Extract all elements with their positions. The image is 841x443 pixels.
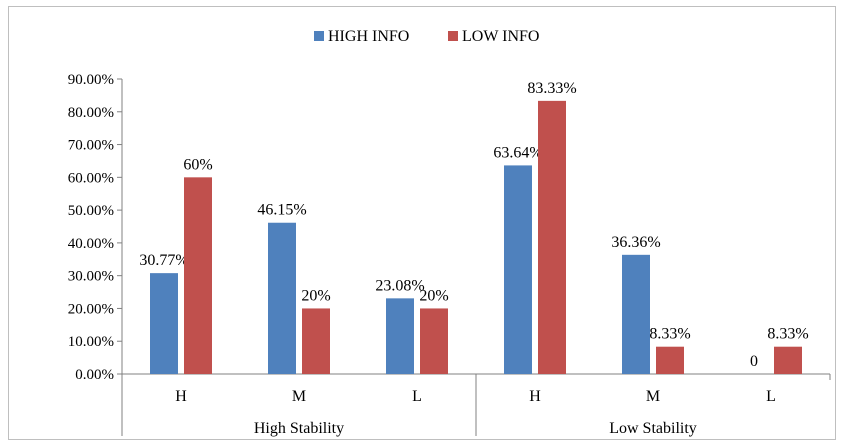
data-label: 36.36% — [611, 234, 660, 251]
x-category-label: L — [766, 388, 776, 405]
data-label: 60% — [183, 156, 212, 173]
y-tick-label: 0.00% — [75, 367, 114, 383]
data-label: 46.15% — [257, 202, 306, 219]
legend-label: LOW INFO — [462, 28, 539, 45]
bar-low-info — [656, 346, 684, 374]
y-tick-label: 60.00% — [68, 170, 114, 186]
data-label: 23.08% — [375, 277, 424, 294]
x-category-label: L — [412, 388, 422, 405]
legend-swatch-low-info — [448, 31, 458, 41]
bar-high-info — [622, 254, 650, 374]
legend-label: HIGH INFO — [328, 28, 409, 45]
y-tick-label: 10.00% — [68, 334, 114, 350]
x-category-label: M — [292, 388, 306, 405]
bar-low-info — [538, 100, 566, 374]
data-label: 8.33% — [767, 326, 808, 343]
x-category-label: H — [175, 388, 187, 405]
data-label: 63.64% — [493, 144, 542, 161]
data-label: 30.77% — [139, 252, 188, 269]
x-group-label: High Stability — [254, 420, 344, 437]
bar-high-info — [268, 222, 296, 374]
x-group-label: Low Stability — [609, 420, 697, 437]
y-tick-label: 90.00% — [68, 72, 114, 88]
bar-high-info — [150, 273, 178, 374]
data-label: 8.33% — [649, 326, 690, 343]
y-tick-label: 70.00% — [68, 138, 114, 154]
x-category-label: H — [529, 388, 541, 405]
data-label: 20% — [419, 287, 448, 304]
data-label: 0 — [750, 353, 758, 370]
legend-swatch-high-info — [314, 31, 324, 41]
x-category-label: M — [646, 388, 660, 405]
bar-low-info — [302, 308, 330, 374]
bar-high-info — [386, 298, 414, 374]
y-tick-label: 20.00% — [68, 301, 114, 317]
y-tick-label: 40.00% — [68, 236, 114, 252]
y-tick-label: 30.00% — [68, 269, 114, 285]
y-tick-label: 80.00% — [68, 105, 114, 121]
bar-low-info — [184, 177, 212, 374]
bar-low-info — [774, 346, 802, 374]
bar-low-info — [420, 308, 448, 374]
data-label: 83.33% — [527, 80, 576, 97]
data-label: 20% — [301, 287, 330, 304]
y-tick-label: 50.00% — [68, 203, 114, 219]
bar-high-info — [504, 165, 532, 374]
